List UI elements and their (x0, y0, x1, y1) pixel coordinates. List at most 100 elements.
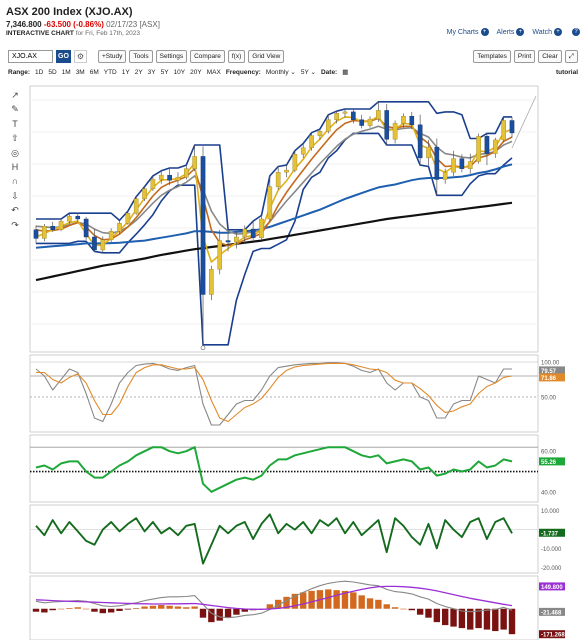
alerts-label: Alerts (496, 28, 515, 36)
macd-histogram-bar (400, 608, 407, 610)
arrow-tool-icon[interactable]: ⇧ (11, 133, 19, 144)
chart-header: ASX 200 Index (XJO.AX) 7,346.800 -63.500… (6, 6, 580, 37)
fx-button[interactable]: f(x) (227, 49, 246, 63)
range-3m[interactable]: 3M (75, 68, 85, 76)
gear-icon[interactable]: ⚙ (74, 49, 87, 63)
candle (392, 123, 398, 140)
range-ytd[interactable]: YTD (103, 68, 117, 76)
templates-button[interactable]: Templates (473, 49, 511, 63)
stochastic-orange-line (36, 362, 513, 423)
tools-button[interactable]: Tools (129, 49, 153, 63)
symbol-input[interactable] (8, 49, 53, 63)
range-1m[interactable]: 1M (61, 68, 71, 76)
candle (117, 223, 122, 232)
candle (100, 239, 106, 251)
macd-histogram-bar (416, 608, 424, 615)
macd-histogram-bar (41, 608, 48, 613)
go-button[interactable]: GO (56, 49, 71, 63)
rsi-tick-label: 40.00 (541, 490, 557, 496)
macd-histogram-bar (91, 608, 98, 612)
range-10y[interactable]: 10Y (173, 68, 186, 76)
alerts-link[interactable]: Alerts + (497, 28, 525, 36)
period-select[interactable]: 5Y ⌄ (300, 69, 316, 76)
macd-histogram-bar (191, 606, 198, 609)
candle (434, 146, 440, 180)
macd-histogram-bar (291, 593, 299, 609)
macd-histogram-bar (74, 607, 81, 609)
stochastic-panel (29, 354, 539, 433)
range-5d[interactable]: 5D (48, 68, 57, 76)
stochastic-gray-value-bg (539, 366, 565, 375)
clear-button[interactable]: Clear (538, 49, 562, 63)
macd-signal-value: 149.800 (541, 585, 563, 591)
candle (250, 228, 256, 238)
range-20y[interactable]: 20Y (190, 68, 202, 76)
macd-histogram-bar (149, 605, 157, 609)
range-2y[interactable]: 2Y (134, 68, 143, 76)
candle (376, 110, 381, 120)
candle (384, 110, 390, 140)
my-charts-link[interactable]: My Charts + (447, 28, 489, 36)
undo-icon[interactable]: ↶ (11, 205, 19, 216)
rsi-value-bg (539, 457, 565, 466)
candle (267, 186, 273, 220)
channel-lower-line (36, 132, 513, 346)
range-1d[interactable]: 1D (35, 68, 44, 76)
trendline-tool-icon[interactable]: ↗ (11, 90, 19, 100)
fullscreen-icon[interactable]: ⤢ (564, 49, 578, 63)
magnet-tool-icon[interactable]: ∩ (11, 176, 19, 187)
macd-histogram-bar (425, 608, 432, 618)
candle (142, 188, 147, 200)
macd-histogram-bar (49, 608, 56, 611)
compare-button[interactable]: Compare (190, 49, 225, 63)
macd-histogram-bar (358, 595, 365, 609)
range-6m[interactable]: 6M (89, 68, 99, 76)
horizontal-line-tool-icon[interactable]: H (11, 161, 19, 172)
target-tool-icon[interactable]: ◎ (11, 147, 19, 158)
macd-histogram-bar (475, 608, 482, 629)
redo-icon[interactable]: ↷ (11, 219, 19, 230)
range-max[interactable]: MAX (206, 68, 221, 76)
range-1y[interactable]: 1Y (121, 68, 130, 76)
pencil-tool-icon[interactable]: ✎ (11, 104, 19, 115)
candle (325, 119, 331, 132)
range-3y[interactable]: 3Y (147, 68, 156, 76)
stochastic-tick-label: 50.00 (541, 396, 557, 402)
rsi-panel (29, 434, 539, 503)
grid-view-button[interactable]: Grid View (248, 49, 285, 63)
candle (158, 174, 164, 180)
frequency-select[interactable]: Monthly ⌄ (265, 69, 296, 76)
calendar-icon[interactable]: ▦ (342, 69, 349, 76)
stochastic-orange-value-bg (539, 373, 565, 382)
price-change: -63.500 (-0.86%) (43, 20, 104, 29)
ma-orange-line (35, 117, 513, 247)
macd-histogram-bar (274, 599, 282, 609)
macd-histogram-bar (300, 592, 307, 609)
trash-tool-icon[interactable]: ⇩ (11, 190, 19, 201)
macd-signal-value-bg (539, 582, 565, 591)
candle (309, 135, 314, 149)
macd-histogram-bar (82, 608, 90, 610)
help-icon[interactable]: ? (572, 28, 580, 36)
macd-histogram-bar (508, 608, 516, 635)
stochastic-orange-value: 71.86 (541, 376, 557, 382)
settings-button[interactable]: Settings (155, 49, 188, 63)
range-5y[interactable]: 5Y (160, 68, 169, 76)
macd-histogram-bar (233, 608, 240, 615)
macd-histogram-bar (158, 605, 165, 609)
watch-link[interactable]: Watch + (532, 28, 562, 36)
macd-histogram-bar (166, 605, 173, 609)
macd-histogram-bar (174, 606, 182, 609)
study-button[interactable]: +Study (98, 49, 127, 63)
candle (426, 146, 431, 159)
macd-histogram-bar (483, 608, 491, 630)
stochastic-gray-value: 79.57 (541, 369, 557, 375)
candle (317, 131, 323, 136)
print-button[interactable]: Print (513, 49, 536, 63)
candle (50, 225, 56, 230)
oscillator-value: -1.737 (541, 531, 559, 537)
macd-histogram-bar (375, 599, 382, 609)
tutorial-link[interactable]: tutorial (555, 68, 578, 76)
text-tool-icon[interactable]: T (12, 118, 18, 129)
